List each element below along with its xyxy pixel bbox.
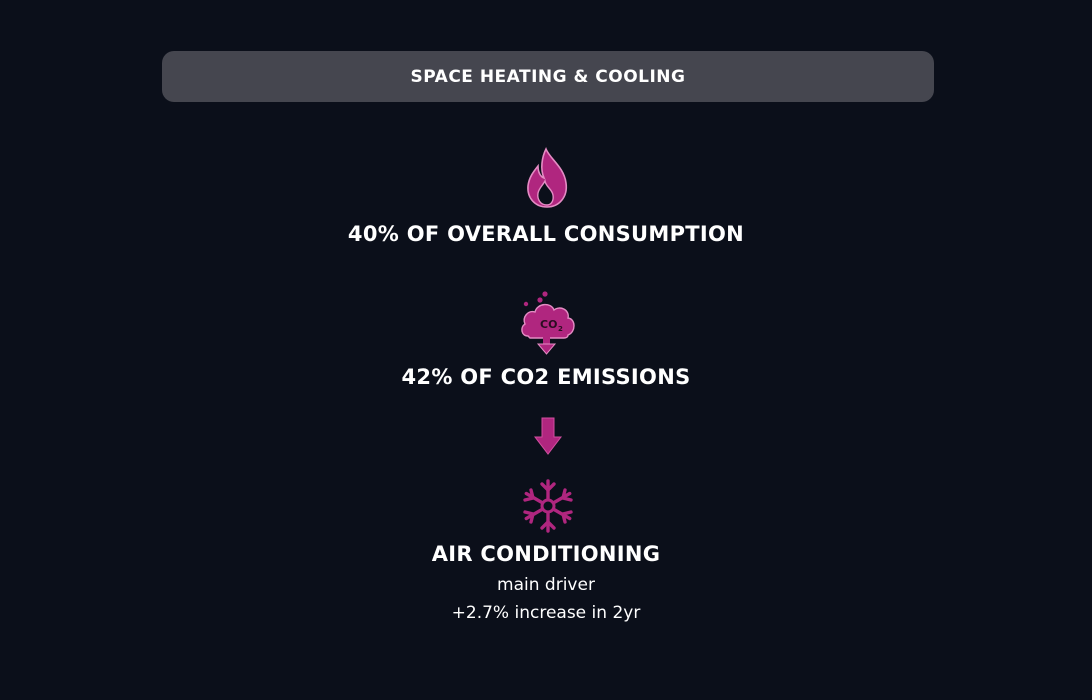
banner-title: SPACE HEATING & COOLING <box>410 66 686 87</box>
arrow-down-icon <box>534 417 562 455</box>
driver-subtitle: main driver <box>497 575 595 595</box>
driver-increase: +2.7% increase in 2yr <box>451 603 641 623</box>
consumption-stat: 40% OF OVERALL CONSUMPTION <box>347 222 745 246</box>
flame-icon <box>527 147 568 208</box>
co2-cloud-icon: CO 2 <box>521 291 575 355</box>
snowflake-icon <box>523 479 573 533</box>
driver-title: AIR CONDITIONING <box>431 542 661 566</box>
section-banner: SPACE HEATING & COOLING <box>162 51 934 102</box>
svg-text:2: 2 <box>558 325 563 333</box>
co2-label: CO <box>540 318 557 331</box>
emissions-stat: 42% OF CO2 EMISSIONS <box>401 365 691 389</box>
